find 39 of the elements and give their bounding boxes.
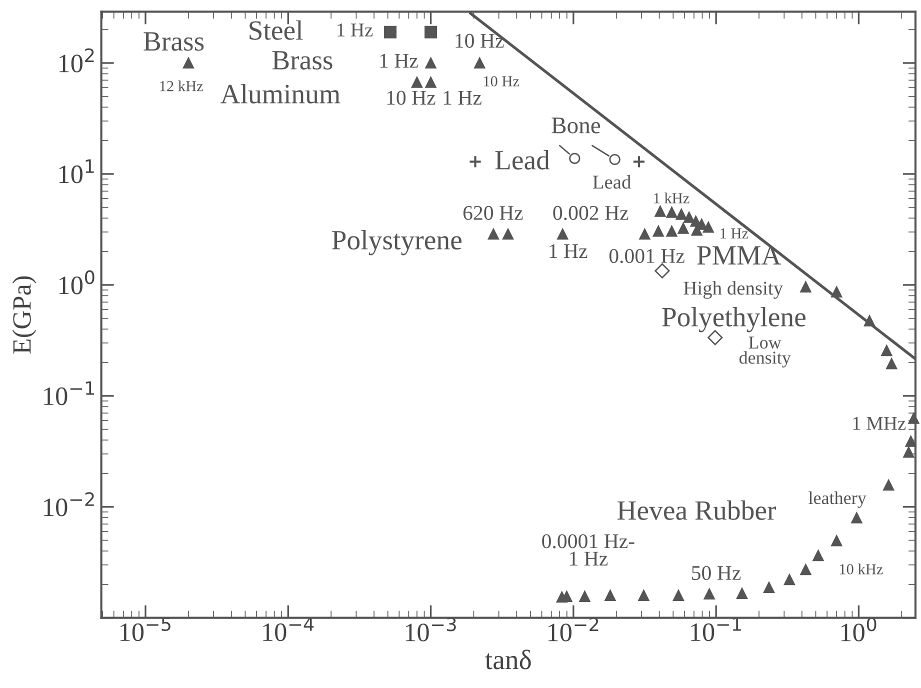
y-tick-label: 10$^{−1}$ [44,381,94,406]
annotation: 0.0001 Hz- 1 Hz [542,534,634,566]
annotation: Aluminum [220,84,340,104]
x-tick-label: 10$^{−4}$ [263,617,314,642]
annotation: Steel [250,20,303,40]
annotation: 620 Hz [463,206,523,220]
x-axis-title: tanδ [485,650,531,670]
annotation: 10 Hz [484,76,520,86]
y-axis-title: E(GPa) [12,276,36,354]
annotation: 1 Hz [444,90,482,105]
annotation: PMMA [697,246,782,264]
annotation: Low density [739,336,791,368]
annotation: Lead [592,175,631,189]
annotation: Polystyrene [332,230,462,256]
annotation: 1 MHz [853,416,906,430]
annotation: 1 Hz [380,54,418,68]
annotation: Polyethylene [662,306,806,332]
annotation: 50 Hz [692,566,741,580]
annotation: Bone [552,118,600,134]
annotation: Brass [144,32,204,51]
annotation: Hevea Rubber [617,500,776,520]
annotation: Lead [495,150,550,170]
y-tick-label: 10$^{2}$ [59,48,94,72]
annotation: 10 Hz [456,34,504,48]
annotation: 0.002 Hz [553,206,628,220]
y-tick-label: 10$^{0}$ [59,270,94,294]
annotation: leathery [808,491,866,508]
y-tick-label: 10$^{1}$ [59,159,94,184]
annotation: 10 kHz [840,564,883,574]
annotation: 1 kHz [654,192,690,204]
annotation: Brass [272,51,332,70]
annotation: 12 kHz [160,80,203,92]
y-tick-label: 10$^{−2}$ [44,492,94,516]
annotation: 1 Hz [720,228,748,238]
annotation: 1 Hz [338,24,373,36]
annotation: 0.001 Hz [609,248,684,264]
annotation: High density [684,281,783,299]
annotation: 1 Hz [550,244,588,258]
annotation: 10 Hz [387,90,436,105]
